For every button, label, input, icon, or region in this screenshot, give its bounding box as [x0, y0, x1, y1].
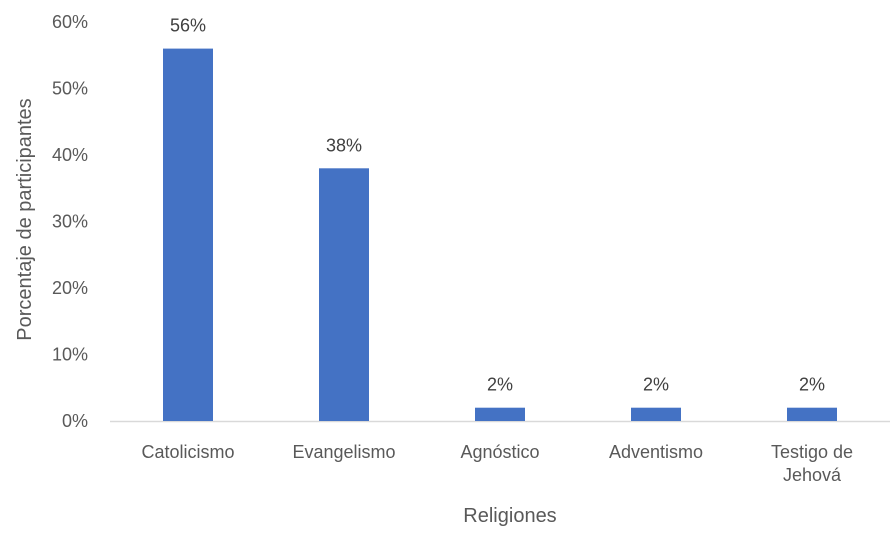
y-tick-label: 30% [52, 212, 88, 232]
y-tick-label: 10% [52, 345, 88, 365]
data-label: 56% [170, 16, 206, 36]
x-axis-title: Religiones [463, 505, 556, 527]
x-tick-label: Evangelismo [292, 442, 395, 462]
bar [319, 168, 369, 421]
y-tick-label: 0% [62, 411, 88, 431]
x-tick-label: Testigo de Jehová [771, 442, 853, 485]
data-label: 2% [643, 375, 669, 395]
y-axis-title: Porcentaje de participantes [14, 98, 36, 340]
data-label: 2% [799, 375, 825, 395]
y-tick-label: 60% [52, 12, 88, 32]
data-label: 38% [326, 135, 362, 155]
y-tick-label: 20% [52, 278, 88, 298]
data-label: 2% [487, 375, 513, 395]
x-tick-label: Adventismo [609, 442, 703, 462]
bar [631, 407, 681, 421]
bars [163, 48, 837, 421]
bar [163, 48, 213, 421]
y-tick-label: 50% [52, 79, 88, 99]
category-labels: Catolicismo Evangelismo Agnóstico Adventism… [141, 442, 853, 485]
data-labels: 56% 38% 2% 2% 2% [170, 16, 825, 395]
bar [787, 407, 837, 421]
bar [475, 407, 525, 421]
x-tick-label: Catolicismo [141, 442, 234, 462]
y-axis-ticks: 0% 10% 20% 30% 40% 50% 60% [52, 12, 88, 431]
x-tick-label: Agnóstico [460, 442, 539, 462]
y-tick-label: 40% [52, 145, 88, 165]
